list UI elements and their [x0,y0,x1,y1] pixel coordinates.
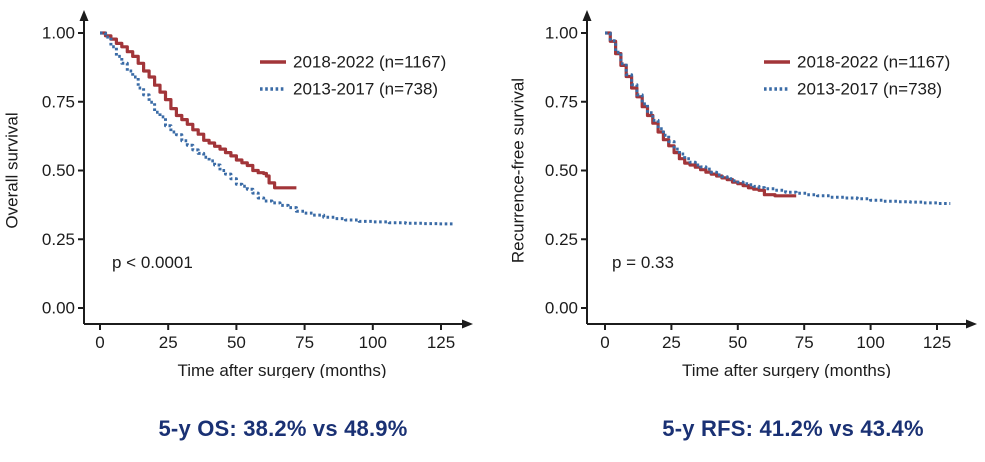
y-axis-arrowhead [582,10,592,21]
y-tick-label: 0.75 [42,92,75,111]
x-axis-label: Time after surgery (months) [682,361,891,378]
legend-label: 2013-2017 (n=738) [293,80,438,99]
x-tick-label: 0 [95,333,104,352]
p-value-label: p = 0.33 [612,253,674,272]
recurrence-free-survival-plot: 0.00 0.25 0.50 0.75 1.00 0 25 50 75 100 125 Recurre… [509,10,977,378]
y-axis-label: Overall survival [3,112,22,228]
y-tick-label: 1.00 [545,24,578,43]
overall-survival-panel: 0.00 0.25 0.50 0.75 1.00 0 25 50 75 100 125 Overall… [0,0,492,442]
y-tick-label: 0.50 [42,161,75,180]
x-tick-label: 75 [295,333,314,352]
y-tick-label: 0.75 [545,92,578,111]
y-axis-label: Recurrence-free survival [509,78,528,263]
x-axis-label: Time after surgery (months) [177,361,386,378]
series-curve-2013-2017 [605,31,951,205]
legend-label: 2018-2022 (n=1167) [293,53,446,72]
x-tick-label: 125 [427,333,455,352]
x-axis-arrowhead [966,319,977,329]
survival-figure: 0.00 0.25 0.50 0.75 1.00 0 25 50 75 100 125 Overall… [0,0,984,442]
series-curve-2013-2017 [100,31,457,226]
x-tick-label: 25 [159,333,178,352]
series-curve-2018-2022 [605,31,797,198]
y-tick-label: 1.00 [42,24,75,43]
x-tick-label: 100 [856,333,884,352]
y-tick-label: 0.00 [545,299,578,318]
y-tick-label: 0.25 [42,230,75,249]
x-tick-label: 50 [227,333,246,352]
x-axis-arrowhead [462,319,473,329]
overall-survival-caption: 5-y OS: 38.2% vs 48.9% [158,416,408,441]
y-tick-label: 0.00 [42,299,75,318]
y-tick-label: 0.25 [545,230,578,249]
overall-survival-plot: 0.00 0.25 0.50 0.75 1.00 0 25 50 75 100 125 Overall… [3,10,473,378]
x-tick-label: 25 [662,333,681,352]
x-tick-label: 75 [795,333,814,352]
legend-label: 2018-2022 (n=1167) [797,53,950,72]
x-tick-label: 125 [923,333,951,352]
y-axis-arrowhead [79,10,89,21]
recurrence-free-survival-caption: 5-y RFS: 41.2% vs 43.4% [662,416,924,441]
legend-label: 2013-2017 (n=738) [797,80,942,99]
x-tick-label: 50 [728,333,747,352]
recurrence-free-survival-panel: 0.00 0.25 0.50 0.75 1.00 0 25 50 75 100 125 Recurre… [492,0,984,442]
x-tick-label: 0 [600,333,609,352]
x-tick-label: 100 [359,333,387,352]
series-curve-2018-2022 [100,31,297,190]
p-value-label: p < 0.0001 [112,253,193,272]
y-tick-label: 0.50 [545,161,578,180]
